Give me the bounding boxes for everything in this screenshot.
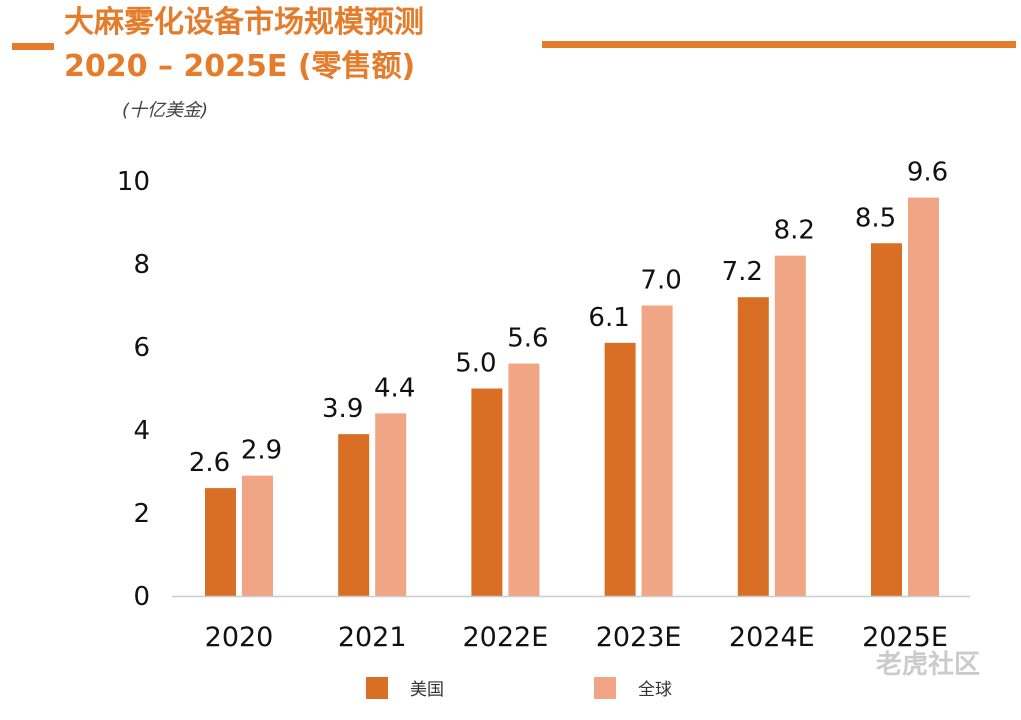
bars (205, 197, 939, 596)
legend-item-us: 美国 (366, 675, 444, 700)
bar-global-1 (375, 413, 407, 596)
data-label-global-5: 9.6 (907, 158, 948, 188)
bar-us-0 (205, 488, 236, 596)
title-accent-bar-left (12, 43, 54, 50)
data-label-global-2: 5.6 (507, 324, 548, 354)
data-label-global-0: 2.9 (241, 436, 282, 466)
data-label-us-4: 7.2 (722, 257, 763, 287)
x-tick-label-5: 2025E (862, 622, 948, 653)
data-label-us-0: 2.6 (189, 448, 230, 478)
data-label-global-3: 7.0 (640, 266, 681, 296)
data-label-us-5: 8.5 (855, 203, 896, 233)
y-tick-label-0: 0 (133, 582, 150, 612)
legend-label-us: 美国 (410, 680, 444, 700)
bar-global-2 (508, 363, 540, 596)
bar-us-2 (471, 388, 503, 596)
y-tick-label-3: 6 (133, 333, 150, 363)
x-tick-label-3: 2023E (596, 622, 682, 653)
data-label-us-1: 3.9 (322, 394, 363, 424)
data-label-us-2: 5.0 (455, 349, 496, 379)
chart-subtitle: 2020 – 2025E (零售额) (64, 49, 416, 84)
bar-global-5 (908, 197, 939, 596)
legend-label-global: 全球 (638, 680, 672, 700)
y-tick-label-5: 10 (117, 167, 150, 197)
data-label-global-4: 8.2 (774, 216, 815, 246)
watermark: 老虎社区 (876, 650, 981, 680)
y-tick-label-2: 4 (133, 416, 150, 446)
chart-title: 大麻雾化设备市场规模预测 (64, 5, 424, 40)
bar-global-3 (641, 305, 673, 596)
legend-swatch-global (594, 676, 616, 699)
data-label-us-3: 6.1 (588, 303, 629, 333)
data-labels: 2.6 2.9 3.9 4.4 5.0 5.6 6.1 7.0 7.2 8.2 8.5 9.6 (189, 158, 948, 479)
title-accent-bar-right (542, 41, 1016, 48)
y-tick-label-4: 8 (133, 250, 150, 280)
bar-us-4 (737, 297, 769, 596)
bar-global-0 (242, 475, 273, 596)
legend-item-global: 全球 (594, 675, 672, 700)
bar-global-4 (774, 255, 806, 596)
y-tick-label-1: 2 (133, 499, 150, 529)
bar-us-1 (338, 434, 370, 596)
x-axis-labels: 2020 2021 2022E 2023E 2024E 2025E (205, 622, 948, 653)
x-tick-label-0: 2020 (205, 622, 274, 653)
legend-swatch-us (366, 676, 388, 699)
x-tick-label-2: 2022E (463, 622, 549, 653)
data-label-global-1: 4.4 (374, 373, 415, 403)
x-tick-label-1: 2021 (338, 622, 407, 653)
y-axis-ticks: 0 2 4 6 8 10 (117, 167, 150, 612)
bar-us-3 (604, 342, 636, 596)
x-tick-label-4: 2024E (729, 622, 815, 653)
y-axis-unit-label: (十亿美金) (122, 100, 209, 121)
bar-us-5 (871, 243, 902, 596)
